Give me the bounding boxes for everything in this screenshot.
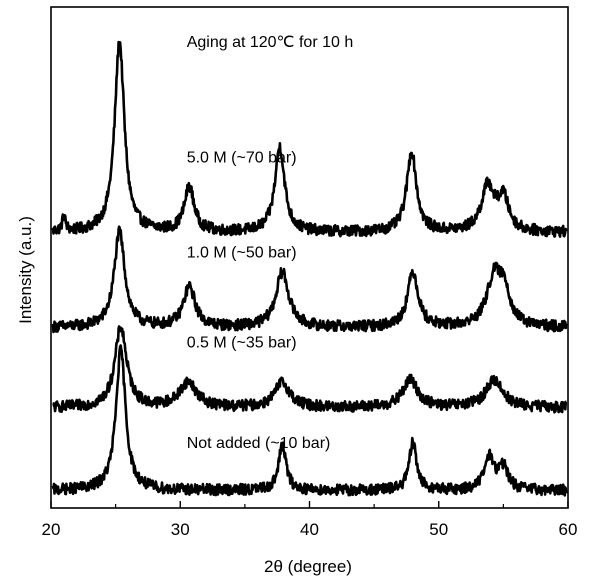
x-tick-label: 60	[559, 520, 578, 539]
annotation-layer: Aging at 120℃ for 10 h 5.0 M (~70 bar) 1.0…	[187, 34, 354, 452]
x-tick-label: 50	[429, 520, 448, 539]
x-tick-label: 30	[171, 520, 190, 539]
x-axis-label: 2θ (degree)	[264, 557, 352, 576]
annotation-label: 5.0 M (~70 bar)	[187, 149, 297, 166]
axes: 20 30 40 50 60	[42, 6, 578, 539]
x-tick-label: 40	[300, 520, 319, 539]
y-axis-label: Intensity (a.u.)	[16, 216, 35, 324]
series-line	[51, 344, 568, 497]
annotation-label: Aging at 120℃ for 10 h	[187, 34, 354, 51]
annotation-label: 1.0 M (~50 bar)	[187, 245, 297, 262]
series-line	[51, 225, 568, 334]
series-line	[52, 325, 568, 414]
annotation-label: 0.5 M (~35 bar)	[187, 335, 297, 352]
series-layer	[51, 40, 568, 497]
series-line	[51, 40, 568, 238]
x-tick-label: 20	[42, 520, 61, 539]
annotation-label: Not added (~10 bar)	[187, 435, 331, 452]
